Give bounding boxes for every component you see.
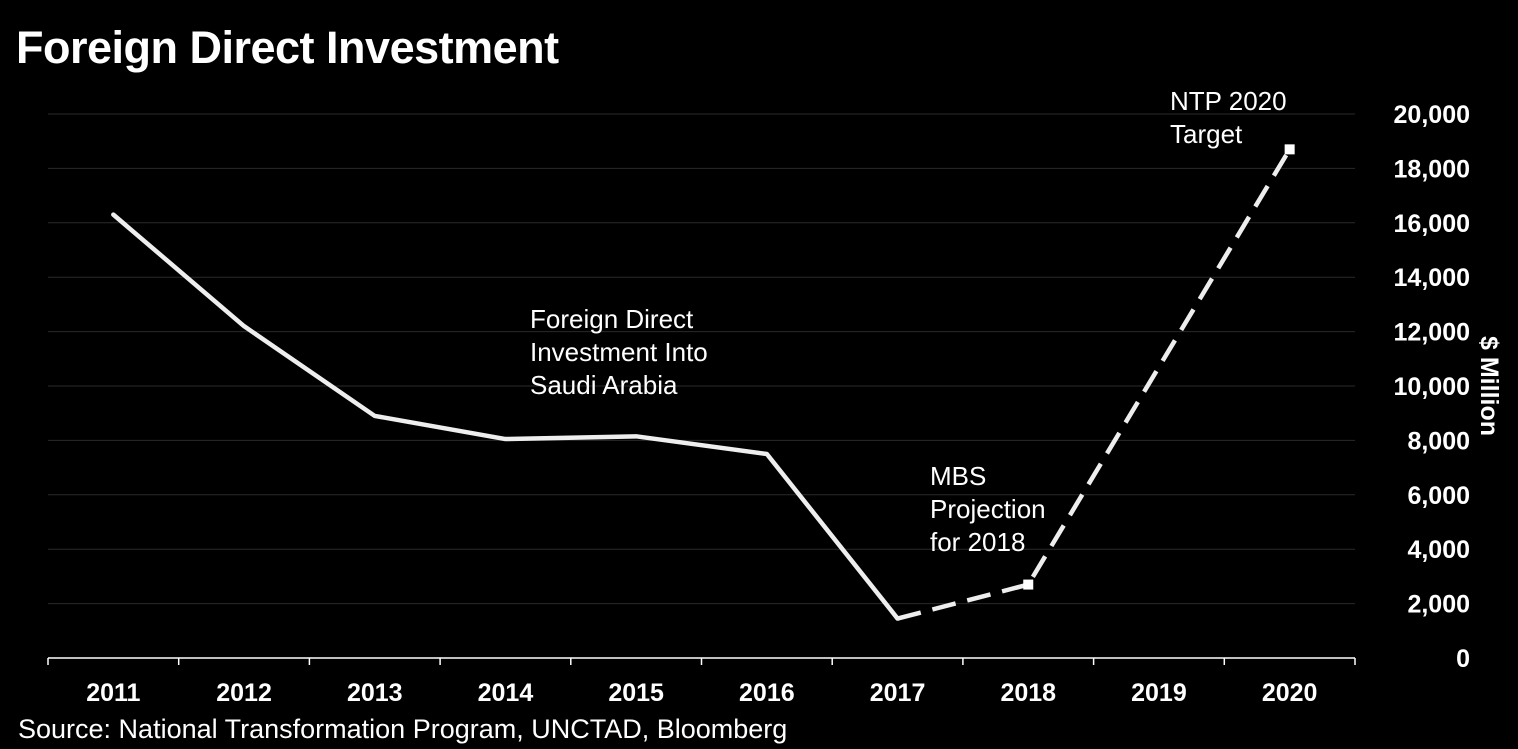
y-tick-label: 8,000: [1407, 427, 1470, 455]
series-markers: [1023, 144, 1295, 590]
x-tick-label: 2015: [608, 679, 664, 707]
annotation-line: MBS: [930, 461, 986, 491]
chart-title: Foreign Direct Investment: [16, 22, 559, 73]
y-tick-label: 16,000: [1394, 210, 1470, 238]
x-tick-label: 2017: [870, 679, 926, 707]
series-lines: [111, 148, 1292, 621]
y-tick-label: 10,000: [1394, 373, 1470, 401]
annotation-line: Foreign Direct: [530, 304, 694, 334]
x-tick-label: 2013: [347, 679, 403, 707]
y-tick-label: 20,000: [1394, 101, 1470, 129]
annotation-mbs: MBS Projection for 2018: [930, 461, 1046, 557]
gridlines: [48, 113, 1355, 605]
annotation-fdi: Foreign Direct Investment Into Saudi Arabi…: [530, 304, 708, 400]
x-tick-label: 2011: [86, 679, 140, 707]
annotations: Foreign Direct Investment Into Saudi Arabi…: [530, 86, 1287, 557]
y-tick-label: 4,000: [1407, 536, 1470, 564]
x-tick-label: 2019: [1131, 679, 1187, 707]
y-tick-label: 0: [1456, 645, 1470, 673]
annotation-line: for 2018: [930, 527, 1025, 557]
annotation-line: Projection: [930, 494, 1046, 524]
projection-line: [896, 148, 1292, 621]
projection-point: [1284, 144, 1295, 155]
x-tick-label: 2014: [478, 679, 534, 707]
x-axis: 2011 2012 2013 2014 2015 2016 2017 2018 2019 2020: [47, 657, 1356, 707]
y-tick-label: 6,000: [1407, 482, 1470, 510]
x-tick-label: 2020: [1262, 679, 1318, 707]
source-note: Source: National Transformation Program,…: [18, 714, 788, 744]
annotation-line: Saudi Arabia: [530, 370, 678, 400]
annotation-line: Target: [1170, 119, 1243, 149]
y-tick-label: 14,000: [1394, 264, 1470, 292]
annotation-line: NTP 2020: [1170, 86, 1287, 116]
x-tick-label: 2018: [1000, 679, 1056, 707]
x-tick-label: 2016: [739, 679, 795, 707]
y-axis: 0 2,000 4,000 6,000 8,000 10,000 12,000 14,000 1…: [1394, 101, 1470, 673]
fdi-line: [111, 212, 900, 621]
annotation-ntp: NTP 2020 Target: [1170, 86, 1287, 149]
projection-point: [1023, 579, 1034, 590]
y-tick-label: 18,000: [1394, 155, 1470, 183]
y-tick-label: 12,000: [1394, 319, 1470, 347]
y-axis-label: $ Million: [1475, 336, 1503, 436]
x-tick-label: 2012: [216, 679, 272, 707]
annotation-line: Investment Into: [530, 337, 708, 367]
y-tick-label: 2,000: [1407, 591, 1470, 619]
